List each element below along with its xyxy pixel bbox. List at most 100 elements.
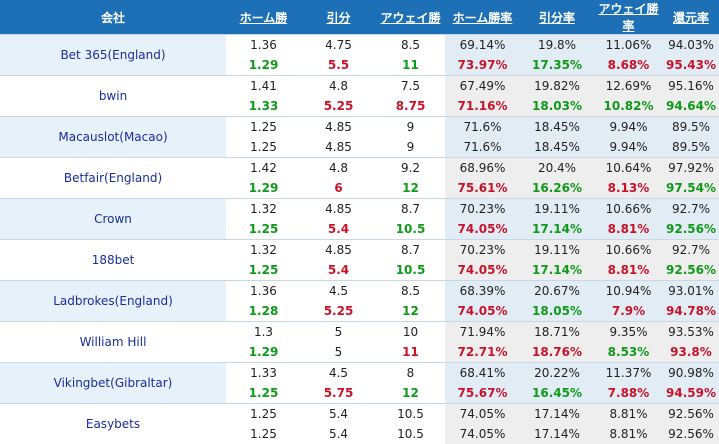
initial-home-rate: 70.23% xyxy=(445,199,520,220)
live-return-rate: 94.59% xyxy=(663,383,719,404)
initial-return-rate: 92.7% xyxy=(663,240,719,261)
initial-draw-odds: 4.85 xyxy=(301,117,376,138)
initial-away-rate: 9.35% xyxy=(594,322,663,343)
header-draw[interactable]: 引分 xyxy=(301,0,376,35)
live-home-odds: 1.25 xyxy=(226,219,301,240)
live-home-odds: 1.28 xyxy=(226,301,301,322)
live-away-rate: 8.81% xyxy=(594,424,663,444)
initial-return-rate: 97.92% xyxy=(663,158,719,179)
live-home-rate: 71.16% xyxy=(445,96,520,117)
header-away-win[interactable]: アウェイ勝 xyxy=(376,0,445,35)
live-draw-odds: 5.25 xyxy=(301,96,376,117)
live-away-odds: 11 xyxy=(376,55,445,76)
table-header: 会社 ホーム勝 引分 アウェイ勝 ホーム勝率 引分率 アウェイ勝率 還元率 xyxy=(0,0,719,35)
live-draw-odds: 5.75 xyxy=(301,383,376,404)
initial-home-odds: 1.42 xyxy=(226,158,301,179)
live-draw-rate: 18.03% xyxy=(520,96,594,117)
initial-away-odds: 10 xyxy=(376,322,445,343)
live-home-rate: 75.67% xyxy=(445,383,520,404)
initial-draw-odds: 4.85 xyxy=(301,240,376,261)
initial-home-rate: 71.6% xyxy=(445,117,520,138)
bookmaker-name[interactable]: William Hill xyxy=(0,322,226,363)
header-home-rate[interactable]: ホーム勝率 xyxy=(445,0,520,35)
initial-home-rate: 68.39% xyxy=(445,281,520,302)
live-return-rate: 92.56% xyxy=(663,219,719,240)
initial-draw-rate: 19.11% xyxy=(520,240,594,261)
live-away-odds: 11 xyxy=(376,342,445,363)
live-return-rate: 95.43% xyxy=(663,55,719,76)
live-draw-odds: 5.4 xyxy=(301,260,376,281)
initial-draw-odds: 5 xyxy=(301,322,376,343)
initial-home-rate: 68.41% xyxy=(445,363,520,384)
initial-home-rate: 67.49% xyxy=(445,76,520,97)
live-home-odds: 1.33 xyxy=(226,96,301,117)
live-return-rate: 92.56% xyxy=(663,260,719,281)
live-away-rate: 7.88% xyxy=(594,383,663,404)
initial-home-rate: 71.94% xyxy=(445,322,520,343)
initial-away-rate: 12.69% xyxy=(594,76,663,97)
live-draw-odds: 5.4 xyxy=(301,424,376,444)
live-home-rate: 75.61% xyxy=(445,178,520,199)
bookmaker-name[interactable]: Vikingbet(Gibraltar) xyxy=(0,363,226,404)
live-away-odds: 9 xyxy=(376,137,445,158)
live-draw-rate: 17.35% xyxy=(520,55,594,76)
initial-away-odds: 9 xyxy=(376,117,445,138)
live-away-odds: 10.5 xyxy=(376,260,445,281)
live-home-rate: 72.71% xyxy=(445,342,520,363)
live-draw-rate: 18.05% xyxy=(520,301,594,322)
initial-home-odds: 1.32 xyxy=(226,199,301,220)
header-return-rate[interactable]: 還元率 xyxy=(663,0,719,35)
live-home-rate: 74.05% xyxy=(445,219,520,240)
live-away-rate: 7.9% xyxy=(594,301,663,322)
live-draw-rate: 17.14% xyxy=(520,219,594,240)
initial-away-odds: 7.5 xyxy=(376,76,445,97)
bookmaker-name[interactable]: Betfair(England) xyxy=(0,158,226,199)
header-home-win[interactable]: ホーム勝 xyxy=(226,0,301,35)
live-return-rate: 92.56% xyxy=(663,424,719,444)
bookmaker-name[interactable]: bwin xyxy=(0,76,226,117)
initial-draw-rate: 18.45% xyxy=(520,117,594,138)
initial-home-odds: 1.25 xyxy=(226,117,301,138)
live-home-odds: 1.29 xyxy=(226,55,301,76)
live-home-rate: 74.05% xyxy=(445,301,520,322)
initial-draw-rate: 20.22% xyxy=(520,363,594,384)
initial-away-rate: 10.64% xyxy=(594,158,663,179)
bookmaker-name[interactable]: Crown xyxy=(0,199,226,240)
bookmaker-name[interactable]: Easybets xyxy=(0,404,226,444)
initial-home-odds: 1.25 xyxy=(226,404,301,425)
bookmaker-name[interactable]: 188bet xyxy=(0,240,226,281)
initial-return-rate: 90.98% xyxy=(663,363,719,384)
initial-away-odds: 8.7 xyxy=(376,240,445,261)
initial-return-rate: 93.01% xyxy=(663,281,719,302)
live-draw-odds: 5.5 xyxy=(301,55,376,76)
header-draw-rate[interactable]: 引分率 xyxy=(520,0,594,35)
initial-draw-rate: 19.82% xyxy=(520,76,594,97)
bookmaker-name[interactable]: Ladbrokes(England) xyxy=(0,281,226,322)
initial-home-rate: 69.14% xyxy=(445,35,520,56)
initial-return-rate: 94.03% xyxy=(663,35,719,56)
live-away-rate: 8.53% xyxy=(594,342,663,363)
live-away-odds: 10.5 xyxy=(376,424,445,444)
initial-draw-rate: 20.67% xyxy=(520,281,594,302)
live-draw-odds: 5.25 xyxy=(301,301,376,322)
initial-away-odds: 9.2 xyxy=(376,158,445,179)
initial-away-odds: 8.7 xyxy=(376,199,445,220)
initial-home-rate: 70.23% xyxy=(445,240,520,261)
initial-away-rate: 11.06% xyxy=(594,35,663,56)
live-draw-rate: 17.14% xyxy=(520,260,594,281)
initial-away-rate: 8.81% xyxy=(594,404,663,425)
live-draw-odds: 5 xyxy=(301,342,376,363)
initial-away-rate: 9.94% xyxy=(594,117,663,138)
bookmaker-name[interactable]: Macauslot(Macao) xyxy=(0,117,226,158)
live-away-odds: 12 xyxy=(376,383,445,404)
live-away-odds: 12 xyxy=(376,301,445,322)
header-away-rate[interactable]: アウェイ勝率 xyxy=(594,0,663,35)
bookmaker-name[interactable]: Bet 365(England) xyxy=(0,35,226,76)
